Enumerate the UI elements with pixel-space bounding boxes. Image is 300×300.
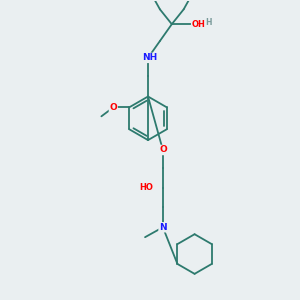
Text: HO: HO (139, 183, 153, 192)
Text: OH: OH (192, 20, 206, 29)
Text: N: N (159, 223, 167, 232)
Text: NH: NH (142, 53, 158, 62)
Text: O: O (110, 103, 117, 112)
Text: O: O (159, 146, 167, 154)
Text: H: H (205, 18, 212, 27)
